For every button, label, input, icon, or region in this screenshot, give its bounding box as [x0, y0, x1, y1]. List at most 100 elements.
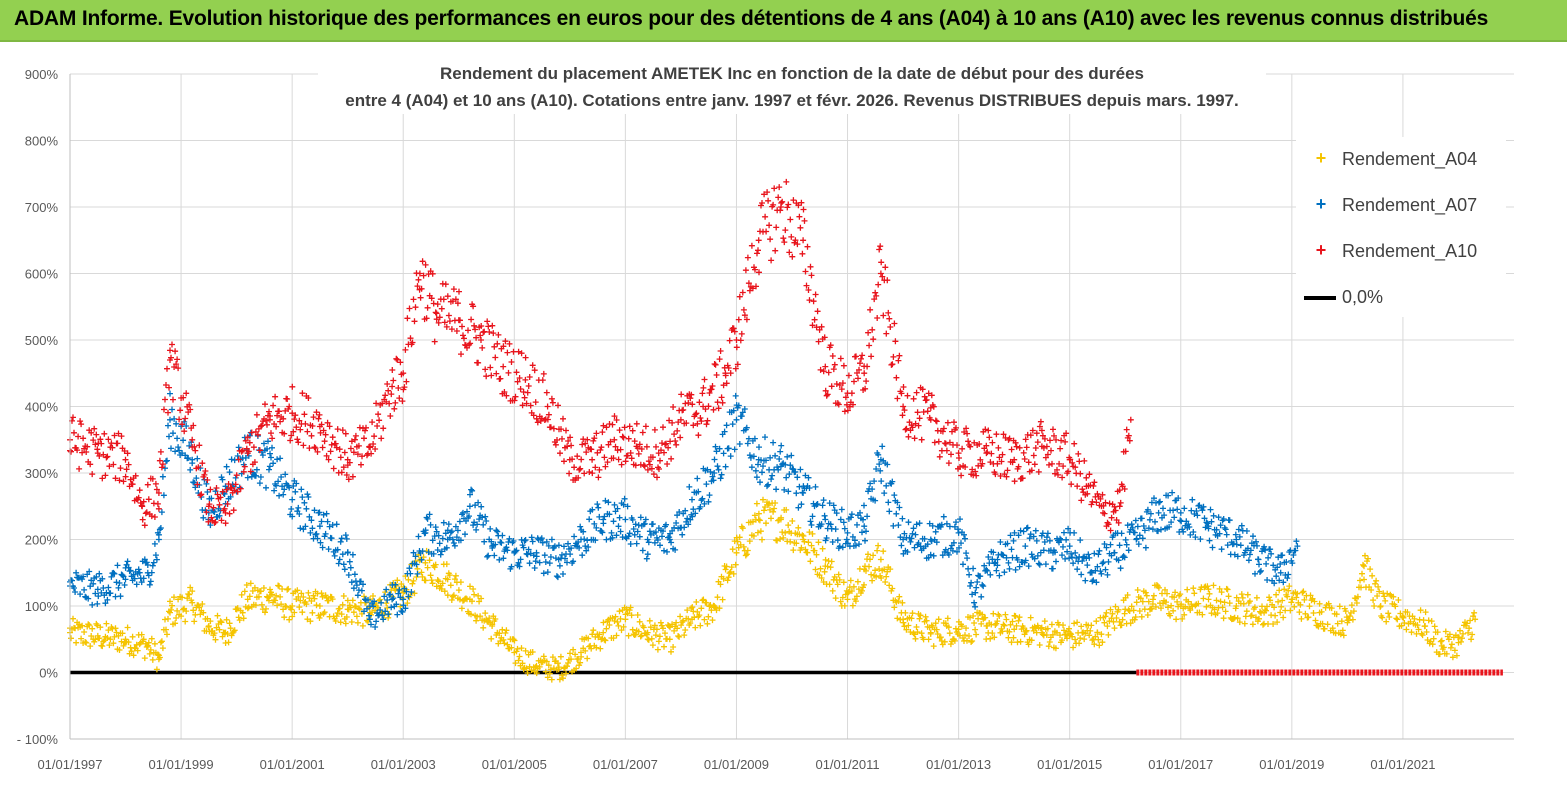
point-a04 — [996, 613, 1003, 619]
point-a07 — [159, 473, 166, 480]
point-a07 — [589, 506, 596, 513]
point-a04 — [486, 615, 493, 622]
point-a10 — [433, 316, 440, 323]
point-a10 — [191, 443, 198, 450]
point-a07 — [968, 579, 975, 586]
point-a10 — [559, 435, 565, 442]
point-a07 — [833, 510, 840, 517]
point-a04 — [147, 646, 154, 653]
point-a04 — [1174, 598, 1181, 605]
point-a10 — [135, 494, 142, 501]
point-a04 — [285, 585, 292, 592]
point-a04 — [1177, 603, 1184, 609]
point-a10 — [266, 408, 272, 415]
point-a07 — [1031, 555, 1038, 562]
point-a10 — [308, 432, 315, 439]
point-a07 — [1161, 512, 1168, 519]
point-a04 — [727, 568, 734, 575]
point-a10 — [1126, 437, 1133, 444]
point-a07 — [180, 437, 187, 444]
point-a04 — [223, 616, 230, 623]
point-a07 — [207, 522, 214, 529]
point-a04 — [510, 636, 517, 643]
point-a07 — [99, 575, 106, 582]
point-a10 — [698, 418, 705, 425]
point-a10 — [618, 461, 625, 468]
point-a07 — [318, 518, 325, 525]
point-a07 — [1236, 533, 1243, 540]
point-a07 — [212, 488, 219, 495]
point-a04 — [770, 508, 777, 515]
point-a04 — [337, 619, 344, 626]
point-a04 — [272, 597, 279, 604]
point-a04 — [845, 589, 852, 595]
point-a07 — [592, 537, 599, 544]
point-a07 — [1190, 529, 1197, 535]
point-a07 — [414, 570, 421, 577]
point-a10 — [1105, 521, 1112, 528]
point-a04 — [1099, 639, 1106, 646]
point-a04 — [1095, 636, 1102, 643]
point-a04 — [211, 630, 218, 637]
point-a07 — [668, 539, 675, 546]
point-a10 — [218, 517, 225, 524]
point-a10 — [497, 375, 504, 382]
point-a07 — [763, 457, 769, 464]
y-tick-label: 400% — [25, 400, 59, 415]
point-a10 — [953, 424, 959, 431]
point-a10 — [247, 468, 254, 475]
point-a07 — [1206, 537, 1213, 544]
point-a07 — [405, 593, 412, 600]
point-a04 — [1109, 610, 1116, 617]
x-tick-label: 01/01/2013 — [926, 757, 991, 772]
point-a10 — [1121, 486, 1128, 492]
point-a10 — [156, 457, 163, 464]
point-a07 — [235, 444, 242, 451]
point-a10 — [887, 324, 894, 330]
point-a10 — [855, 375, 861, 382]
point-a04 — [750, 533, 757, 539]
point-a04 — [154, 651, 161, 658]
point-a10 — [1006, 435, 1013, 442]
point-a04 — [125, 639, 132, 646]
point-a04 — [1000, 621, 1007, 628]
point-a07 — [711, 456, 718, 463]
point-a04 — [325, 597, 332, 604]
point-a04 — [1088, 622, 1095, 629]
y-tick-label: 900% — [25, 67, 59, 82]
point-a07 — [543, 538, 550, 545]
point-a07 — [877, 456, 884, 463]
point-a10 — [772, 247, 779, 254]
point-a10 — [475, 359, 482, 366]
point-a10 — [726, 337, 733, 344]
point-a04 — [1041, 618, 1048, 625]
point-a07 — [881, 490, 888, 497]
point-a07 — [124, 558, 131, 565]
point-a07 — [1084, 562, 1091, 569]
point-a04 — [86, 622, 93, 629]
point-a10 — [958, 472, 965, 479]
point-a04 — [85, 621, 92, 628]
point-a10 — [375, 411, 382, 418]
point-a07 — [1277, 569, 1284, 576]
point-a07 — [1185, 521, 1192, 528]
point-a04 — [831, 573, 838, 580]
point-a07 — [1268, 550, 1275, 557]
point-a07 — [945, 551, 952, 558]
point-a07 — [769, 472, 776, 479]
point-a07 — [281, 486, 288, 493]
point-a07 — [430, 550, 437, 557]
point-a04 — [342, 620, 349, 627]
point-a10 — [253, 411, 260, 418]
point-a04 — [732, 561, 739, 568]
point-a04 — [104, 635, 111, 641]
point-a10 — [648, 465, 655, 472]
point-a07 — [512, 548, 519, 555]
point-a07 — [731, 446, 738, 453]
point-a07 — [1060, 543, 1066, 550]
point-a10 — [1112, 507, 1119, 514]
point-a10 — [396, 395, 403, 402]
y-tick-label: - 100% — [17, 732, 59, 747]
point-a10 — [734, 361, 741, 368]
point-a10 — [715, 405, 722, 412]
